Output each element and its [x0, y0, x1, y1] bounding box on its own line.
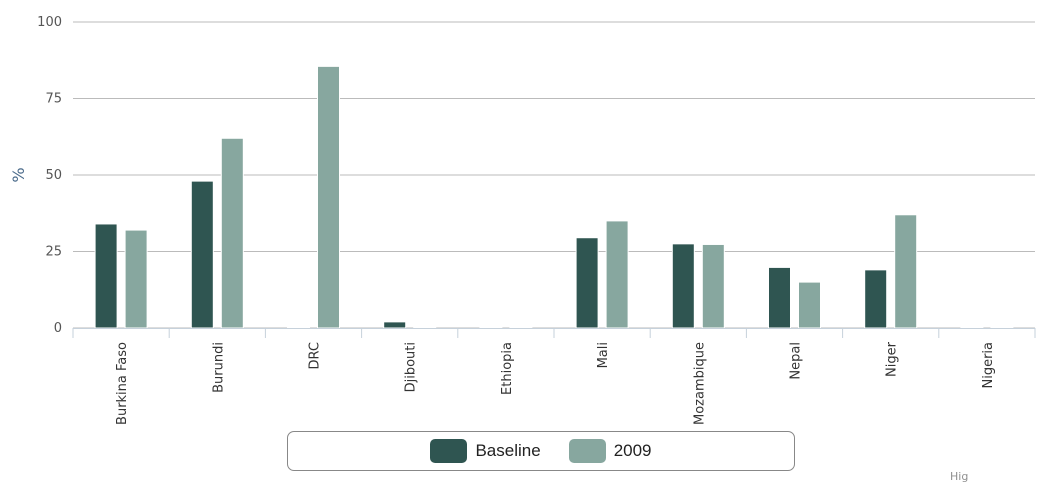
bar-2009[interactable] — [798, 281, 821, 329]
x-category-label: Ethiopia — [500, 342, 515, 395]
bar-2009[interactable] — [317, 65, 340, 329]
bar-2009[interactable] — [894, 214, 918, 329]
bar-2009[interactable] — [701, 243, 725, 329]
x-category-label: Nepal — [789, 342, 804, 380]
x-category-label: Mali — [596, 342, 611, 368]
bar-2009[interactable] — [509, 326, 533, 329]
bar-baseline[interactable] — [864, 269, 888, 329]
x-category-label: Nigeria — [981, 342, 996, 389]
legend-swatch-baseline — [430, 439, 468, 463]
bar-baseline[interactable] — [190, 180, 214, 329]
x-category-label: Burkina Faso — [115, 342, 130, 425]
legend-item-2009[interactable]: 2009 — [568, 439, 652, 463]
bar-2009[interactable] — [124, 229, 148, 329]
legend-swatch-2009 — [568, 439, 606, 463]
bar-baseline[interactable] — [287, 326, 310, 329]
bar-baseline[interactable] — [960, 326, 984, 329]
x-category-label: Mozambique — [692, 342, 707, 425]
bar-2009[interactable] — [990, 326, 1014, 329]
x-axis — [72, 328, 1036, 338]
y-tick-label: 100 — [37, 15, 62, 30]
gridlines — [73, 21, 1035, 329]
bars — [94, 65, 1014, 329]
x-axis-categories: Burkina Faso Burundi DRC Djibouti Ethiopia Ma… — [115, 341, 996, 425]
bar-baseline[interactable] — [671, 243, 695, 329]
y-tick-label: 50 — [45, 168, 62, 183]
x-category-label: Burundi — [211, 342, 226, 393]
y-tick-label: 75 — [45, 92, 62, 107]
x-category-label: DRC — [308, 342, 323, 369]
y-tick-label: 0 — [54, 321, 62, 336]
y-axis-label: % — [9, 167, 28, 182]
legend-item-baseline[interactable]: Baseline — [430, 439, 541, 463]
chart-credit[interactable]: Hig — [950, 470, 969, 483]
y-tick-label: 25 — [45, 245, 62, 260]
bar-baseline[interactable] — [479, 326, 503, 329]
bar-2009[interactable] — [413, 326, 437, 329]
bar-baseline[interactable] — [768, 266, 791, 329]
bar-2009[interactable] — [605, 220, 629, 329]
bar-baseline[interactable] — [94, 223, 118, 329]
bar-chart: 0 25 50 75 100 % Burkina Faso Burundi DRC Djibo… — [9, 15, 1036, 425]
bar-baseline[interactable] — [383, 321, 407, 329]
legend-label-2009: 2009 — [613, 441, 652, 460]
legend-label-baseline: Baseline — [475, 441, 541, 460]
x-category-label: Niger — [885, 341, 900, 377]
y-axis-ticks: 0 25 50 75 100 — [37, 15, 62, 336]
x-category-label: Djibouti — [404, 342, 419, 392]
bar-2009[interactable] — [220, 137, 244, 329]
legend: Baseline 2009 — [287, 431, 795, 471]
bar-baseline[interactable] — [575, 237, 599, 329]
